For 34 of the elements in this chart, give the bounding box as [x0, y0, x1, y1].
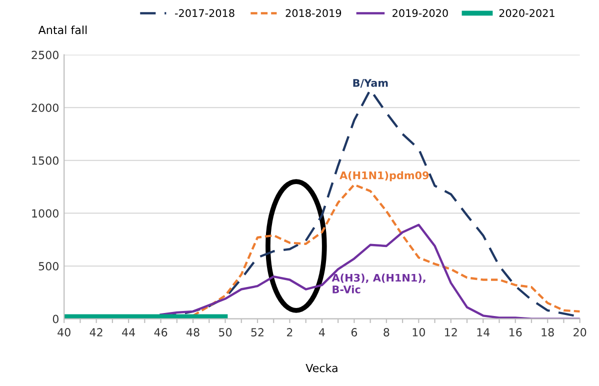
legend-label: 2020-2021	[499, 9, 554, 18]
annotation: B/Yam	[353, 79, 388, 88]
y-tick-label: 0	[52, 314, 58, 324]
annotation: A(H1N1)pdm09	[340, 171, 429, 182]
x-tick-label: 40	[58, 328, 70, 336]
legend-label: 2018-2019	[286, 9, 342, 18]
line-series	[192, 184, 580, 317]
y-axis-title: Antal fall	[38, 26, 87, 34]
y-tick-label: 1000	[32, 209, 58, 218]
x-tick-label: 52	[251, 328, 264, 336]
x-tick-label: 2	[287, 328, 292, 336]
legend-label: -2017-2018	[175, 9, 234, 18]
y-tick-label: 1500	[32, 156, 58, 165]
y-tick-label: 500	[38, 262, 58, 270]
x-axis-title: Vecka	[306, 364, 338, 372]
x-tick-label: 14	[477, 328, 490, 336]
x-tick-label: 46	[154, 328, 168, 336]
x-tick-label: 10	[412, 328, 425, 336]
x-tick-label: 42	[90, 328, 102, 336]
x-tick-label: 4	[318, 328, 325, 336]
annotation: A(H3), A(H1N1), B-Vic	[332, 274, 426, 294]
x-tick-label: 6	[351, 328, 358, 336]
x-tick-label: 16	[510, 328, 522, 336]
line-series	[160, 224, 580, 319]
x-tick-label: 44	[122, 328, 136, 336]
y-tick-label: 2000	[32, 104, 58, 112]
x-tick-label: 20	[574, 328, 586, 336]
x-tick-label: 50	[219, 328, 232, 336]
legend-label: 2019-2020	[392, 9, 448, 18]
x-tick-label: 48	[186, 328, 200, 336]
x-tick-label: 18	[542, 328, 554, 336]
y-tick-label: 2500	[32, 50, 58, 60]
x-tick-label: 12	[445, 328, 457, 336]
x-tick-label: 8	[384, 328, 390, 336]
